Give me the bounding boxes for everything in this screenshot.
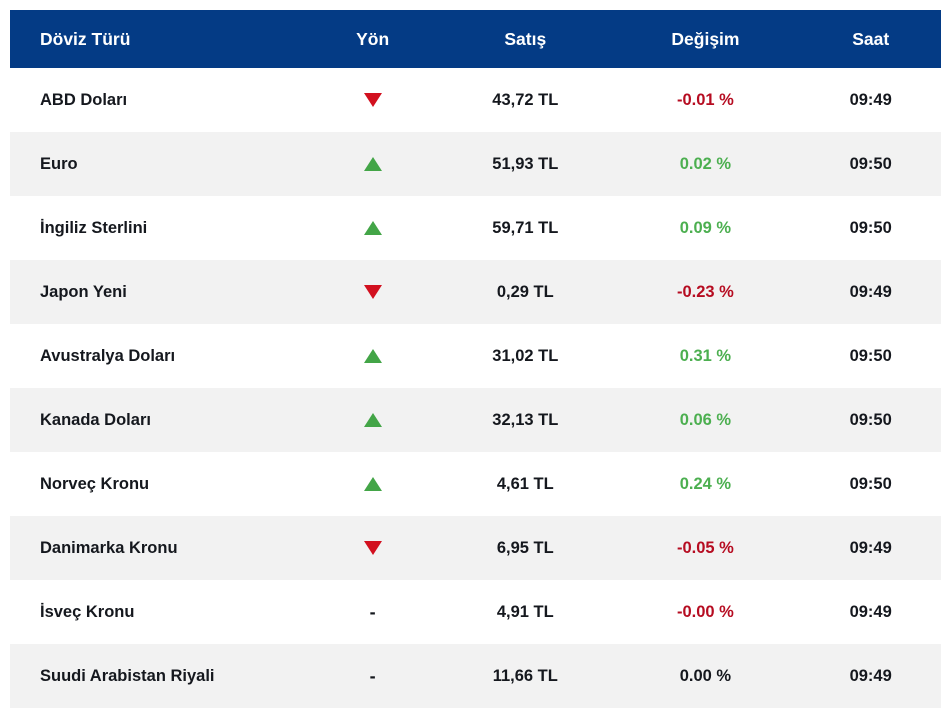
currency-name: İsveç Kronu	[40, 602, 135, 621]
time-value: 09:50	[849, 346, 892, 365]
currency-table: Döviz Türü Yön Satış Değişim Saat ABD Do…	[10, 10, 941, 708]
currency-name: Kanada Doları	[40, 410, 151, 429]
table-row: Kanada Doları 32,13 TL 0.06 % 09:50	[10, 388, 941, 452]
time-value: 09:49	[849, 90, 892, 109]
change-value: -0.05 %	[676, 538, 734, 557]
currency-name: Avustralya Doları	[40, 346, 176, 365]
table-row: İsveç Kronu - 4,91 TL -0.00 % 09:49	[10, 580, 941, 644]
time-value: 09:49	[849, 538, 892, 557]
table-header: Döviz Türü Yön Satış Değişim Saat	[10, 10, 941, 68]
time-value: 09:50	[849, 474, 892, 493]
table-row: Danimarka Kronu 6,95 TL -0.05 % 09:49	[10, 516, 941, 580]
table-row: Avustralya Doları 31,02 TL 0.31 % 09:50	[10, 324, 941, 388]
currency-name: Norveç Kronu	[40, 474, 150, 493]
sell-value: 6,95 TL	[496, 538, 554, 557]
table-row: Euro 51,93 TL 0.02 % 09:50	[10, 132, 941, 196]
table-row: Suudi Arabistan Riyali - 11,66 TL 0.00 %…	[10, 644, 941, 708]
sell-value: 4,61 TL	[496, 474, 554, 493]
direction-cell	[305, 221, 440, 235]
triangle-up-icon	[363, 413, 382, 427]
sell-value: 43,72 TL	[492, 90, 559, 109]
col-header-time: Saat	[852, 28, 890, 49]
table-body: ABD Doları 43,72 TL -0.01 % 09:49 Euro 5…	[10, 68, 941, 708]
sell-value: 4,91 TL	[496, 602, 554, 621]
triangle-down-icon	[363, 541, 382, 555]
sell-value: 32,13 TL	[492, 410, 559, 429]
table-row: Japon Yeni 0,29 TL -0.23 % 09:49	[10, 260, 941, 324]
change-value: -0.01 %	[676, 90, 734, 109]
triangle-up-icon	[363, 477, 382, 491]
dash-icon: -	[369, 666, 376, 686]
col-header-sell: Satış	[504, 28, 547, 49]
col-header-change: Değişim	[671, 28, 740, 49]
change-value: 0.02 %	[679, 154, 732, 173]
direction-cell	[305, 541, 440, 555]
change-value: 0.24 %	[679, 474, 732, 493]
triangle-up-icon	[363, 221, 382, 235]
currency-name: İngiliz Sterlini	[40, 218, 148, 237]
sell-value: 0,29 TL	[496, 282, 554, 301]
sell-value: 11,66 TL	[492, 666, 558, 685]
currency-name: Japon Yeni	[40, 282, 127, 301]
col-header-currency: Döviz Türü	[40, 28, 131, 49]
triangle-up-icon	[363, 349, 382, 363]
currency-name: Euro	[40, 154, 78, 173]
time-value: 09:49	[849, 282, 892, 301]
sell-value: 59,71 TL	[492, 218, 559, 237]
direction-cell: -	[305, 603, 440, 621]
direction-cell	[305, 477, 440, 491]
direction-cell	[305, 349, 440, 363]
change-value: 0.06 %	[679, 410, 732, 429]
triangle-down-icon	[363, 93, 382, 107]
table-row: Norveç Kronu 4,61 TL 0.24 % 09:50	[10, 452, 941, 516]
time-value: 09:49	[849, 602, 892, 621]
currency-name: Suudi Arabistan Riyali	[40, 666, 215, 685]
time-value: 09:50	[849, 154, 892, 173]
direction-cell	[305, 93, 440, 107]
triangle-up-icon	[363, 157, 382, 171]
table-row: ABD Doları 43,72 TL -0.01 % 09:49	[10, 68, 941, 132]
time-value: 09:50	[849, 410, 892, 429]
change-value: 0.00 %	[679, 666, 732, 685]
change-value: -0.23 %	[676, 282, 734, 301]
time-value: 09:50	[849, 218, 892, 237]
table-row: İngiliz Sterlini 59,71 TL 0.09 % 09:50	[10, 196, 941, 260]
triangle-down-icon	[363, 285, 382, 299]
time-value: 09:49	[849, 666, 892, 685]
currency-name: ABD Doları	[40, 90, 128, 109]
direction-cell	[305, 157, 440, 171]
dash-icon: -	[369, 602, 376, 622]
currency-name: Danimarka Kronu	[40, 538, 178, 557]
sell-value: 31,02 TL	[492, 346, 559, 365]
change-value: 0.09 %	[679, 218, 732, 237]
direction-cell	[305, 413, 440, 427]
direction-cell	[305, 285, 440, 299]
col-header-direction: Yön	[356, 28, 390, 49]
change-value: 0.31 %	[679, 346, 732, 365]
sell-value: 51,93 TL	[492, 154, 559, 173]
change-value: -0.00 %	[676, 602, 734, 621]
direction-cell: -	[305, 667, 440, 685]
